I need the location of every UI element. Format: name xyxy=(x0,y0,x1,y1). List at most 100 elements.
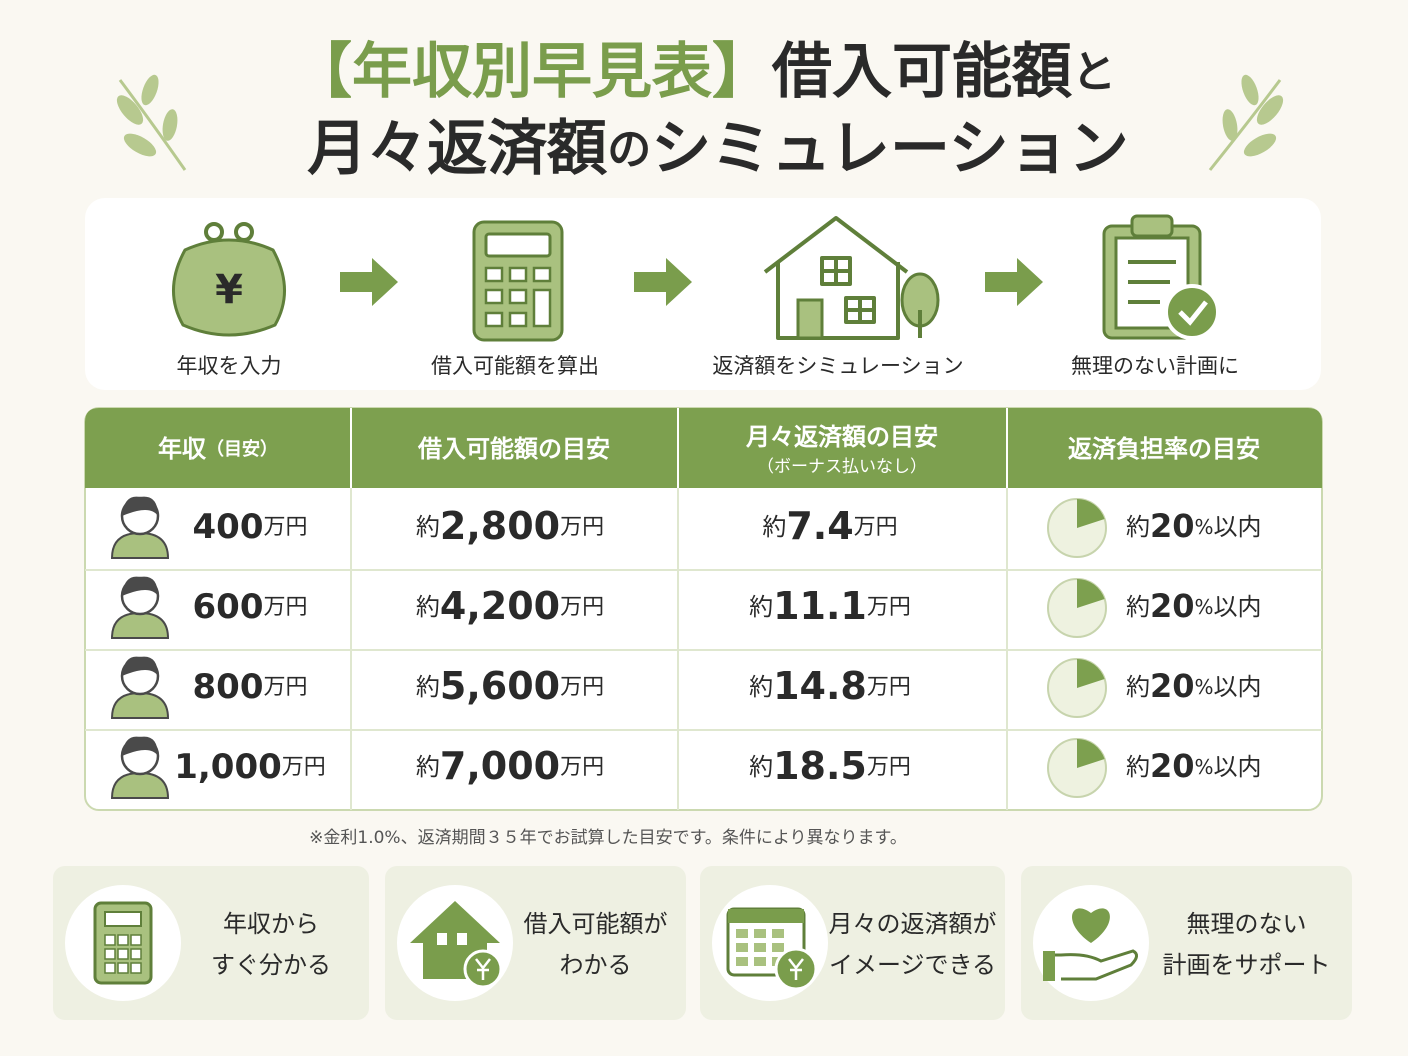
header-note: （目安） xyxy=(206,438,278,460)
table-header-bg xyxy=(85,408,1322,488)
cell-part: % xyxy=(1195,675,1214,699)
cell: 約5,600万円 xyxy=(416,664,604,708)
cell: 400万円 xyxy=(193,507,308,547)
feature-text: 借入可能額が xyxy=(524,910,668,938)
person-icon xyxy=(110,496,170,559)
steps-panel xyxy=(85,198,1321,390)
cell: 約18.5万円 xyxy=(749,744,911,788)
cell: 約20%以内 xyxy=(1126,747,1262,785)
cell-part: 約 xyxy=(416,593,440,621)
table-header: 返済負担率の目安 xyxy=(1068,435,1260,463)
title-line-1: 【年収別早見表】借入可能額と xyxy=(292,37,1116,107)
cell-part: 約 xyxy=(416,753,440,781)
feature-icon xyxy=(754,957,766,966)
cell-part: 万円 xyxy=(560,755,604,780)
person-hair xyxy=(122,736,158,756)
cell: 800万円 xyxy=(193,667,308,707)
cell-part: 約 xyxy=(749,673,773,701)
feature-icon xyxy=(754,943,766,952)
pie-slice xyxy=(1077,739,1105,768)
feature-icon xyxy=(104,934,116,946)
cell: 約11.1万円 xyxy=(749,584,911,628)
cell-part: 20 xyxy=(1150,507,1195,545)
cell-part: 1,000 xyxy=(174,747,282,787)
feature-icon xyxy=(104,948,116,960)
feature-icon xyxy=(117,934,129,946)
cell-part: 20 xyxy=(1150,667,1195,705)
feature-text: すぐ分かる xyxy=(211,951,331,979)
feature-text: わかる xyxy=(560,951,632,979)
purse-icon: ¥ xyxy=(172,222,286,337)
cell-part: 5,600 xyxy=(440,664,560,708)
cell-part: 2,800 xyxy=(440,504,560,548)
cell: 約14.8万円 xyxy=(749,664,911,708)
cell: 約7,000万円 xyxy=(416,744,604,788)
clipboard-icon xyxy=(1102,214,1220,340)
pie-slice xyxy=(1077,499,1105,528)
feature-icon xyxy=(475,958,491,980)
step-label: 無理のない計画に xyxy=(1071,354,1239,378)
cell-part: 万円 xyxy=(854,515,898,540)
feature-icon xyxy=(437,933,447,945)
table-header: 借入可能額の目安 xyxy=(417,435,610,463)
cell-part: 約 xyxy=(1126,593,1150,621)
feature-icon xyxy=(104,911,142,927)
cell-part: 万円 xyxy=(560,515,604,540)
feature-icon xyxy=(1043,951,1055,981)
cell-part: 11.1 xyxy=(773,584,867,628)
cell-part: 万円 xyxy=(867,595,911,620)
cell-part: 約 xyxy=(749,593,773,621)
cell: 約2,800万円 xyxy=(416,504,604,548)
feature-icon xyxy=(130,934,142,946)
cell-part: 約 xyxy=(1126,673,1150,701)
cell-part: 以内 xyxy=(1214,513,1262,541)
cell-part: 以内 xyxy=(1214,753,1262,781)
cell-part: 約 xyxy=(416,673,440,701)
cell-part: % xyxy=(1195,755,1214,779)
feature-icon xyxy=(772,929,784,938)
feature-text: 計画をサポート xyxy=(1163,951,1331,979)
cell-part: % xyxy=(1195,515,1214,539)
cell-part: 約 xyxy=(1126,753,1150,781)
cell-part: 18.5 xyxy=(773,744,867,788)
cell-part: 7.4 xyxy=(786,504,853,548)
title-text: 借入可能額 xyxy=(771,37,1072,107)
title-text: 月々返済額 xyxy=(307,114,607,184)
table-header: 月々返済額の目安 xyxy=(745,423,938,451)
cell-part: 万円 xyxy=(867,675,911,700)
cell-part: 20 xyxy=(1150,587,1195,625)
person-hair xyxy=(122,496,158,516)
footnote: ※金利1.0%、返済期間３５年でお試算した目安です。条件により異なります。 xyxy=(309,828,907,848)
title-text: の xyxy=(607,124,651,175)
title-text: シミュレーション xyxy=(651,114,1129,184)
cell-part: 14.8 xyxy=(773,664,867,708)
person-icon xyxy=(110,656,170,719)
feature-icon xyxy=(728,909,804,923)
leaf-decoration xyxy=(116,74,187,171)
feature-icon xyxy=(117,962,129,974)
cell: 600万円 xyxy=(193,587,308,627)
step-label: 返済額をシミュレーション xyxy=(712,354,963,378)
cell-part: % xyxy=(1195,595,1214,619)
feature-icon xyxy=(130,962,142,974)
house-icon xyxy=(763,216,940,340)
feature-text: イメージできる xyxy=(829,951,996,979)
feature-icon xyxy=(457,933,467,945)
cell: 約7.4万円 xyxy=(762,504,897,548)
cell-part: 20 xyxy=(1150,747,1195,785)
cell-part: 800 xyxy=(193,667,264,707)
cell-part: 万円 xyxy=(560,595,604,620)
cell-part: 4,200 xyxy=(440,584,560,628)
calculator-icon xyxy=(472,220,564,342)
svg-text:¥: ¥ xyxy=(215,267,243,313)
table-header: 年収（目安） xyxy=(158,435,278,463)
cell-part: 万円 xyxy=(867,755,911,780)
cell-part: 約 xyxy=(1126,513,1150,541)
leaf-decoration xyxy=(1208,74,1284,171)
person-hair xyxy=(122,656,158,676)
title-line-2: 月々返済額のシミュレーション xyxy=(307,114,1129,184)
feature-icon xyxy=(788,958,804,980)
